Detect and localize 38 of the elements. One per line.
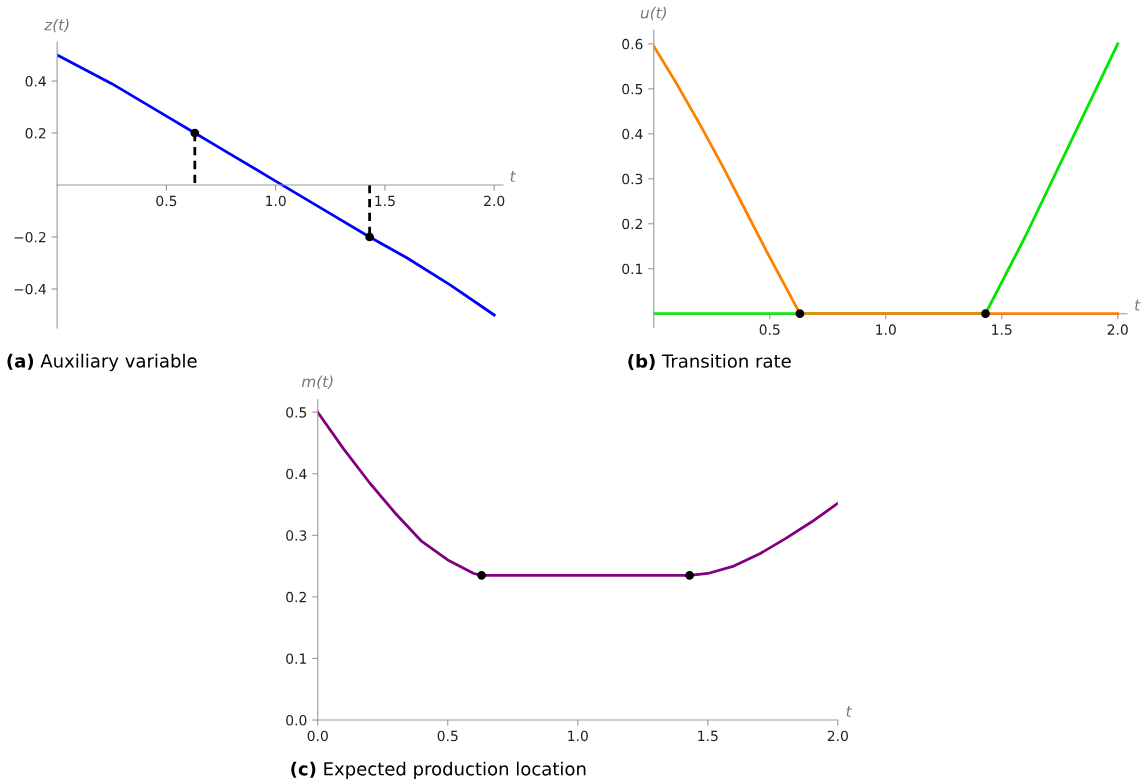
y-tick-label: 0.4 [25, 76, 46, 87]
x-axis-title: t [1135, 299, 1141, 311]
x-tick-label: 2.0 [827, 730, 848, 742]
y-tick-label: 0.4 [622, 128, 643, 140]
y-tick-label: 0.2 [622, 218, 642, 230]
y-tick-label: 0.6 [622, 38, 643, 50]
y-tick-label: −0.2 [14, 231, 46, 243]
x-tick-label: 1.5 [698, 730, 718, 742]
x-tick-label: 2.0 [1107, 324, 1128, 335]
text: (a) Auxiliary variable [7, 353, 197, 372]
y-tick-label: 0.2 [286, 591, 306, 603]
y-axis-title: m(t) [301, 375, 333, 390]
y-tick-label: 0.5 [622, 83, 643, 95]
x-tick-label: 2.0 [484, 195, 505, 207]
y-tick-label: −0.4 [14, 283, 46, 295]
y-axis-title: z(t) [44, 18, 69, 33]
x-tick-label: 0.5 [759, 324, 780, 335]
x-tick-label: 1.0 [876, 324, 896, 335]
x-tick-label: 1.5 [375, 195, 395, 207]
x-tick-label: 1.5 [992, 324, 1012, 335]
x-tick-label: 0.5 [437, 730, 458, 742]
y-tick-label: 0.5 [286, 407, 307, 418]
text: (b) Transition rate [628, 353, 791, 370]
y-tick-label: 0.4 [286, 468, 307, 480]
y-tick-label: 0.2 [25, 128, 46, 139]
x-tick-label: 0.0 [307, 730, 328, 742]
x-axis-title: t [846, 706, 853, 717]
y-axis-title: u(t) [640, 6, 667, 21]
y-tick-label: 0.3 [286, 530, 307, 541]
x-axis-title: t [510, 171, 517, 182]
y-tick-label: 0.3 [622, 173, 643, 185]
y-tick-label: 0.1 [286, 653, 307, 664]
y-tick-label: 0.0 [286, 715, 307, 726]
text: (c) Expected production location [291, 761, 586, 779]
x-tick-label: 0.5 [156, 195, 177, 207]
x-tick-label: 1.0 [568, 730, 588, 742]
y-tick-label: 0.1 [622, 263, 643, 275]
x-tick-label: 1.0 [266, 195, 286, 207]
